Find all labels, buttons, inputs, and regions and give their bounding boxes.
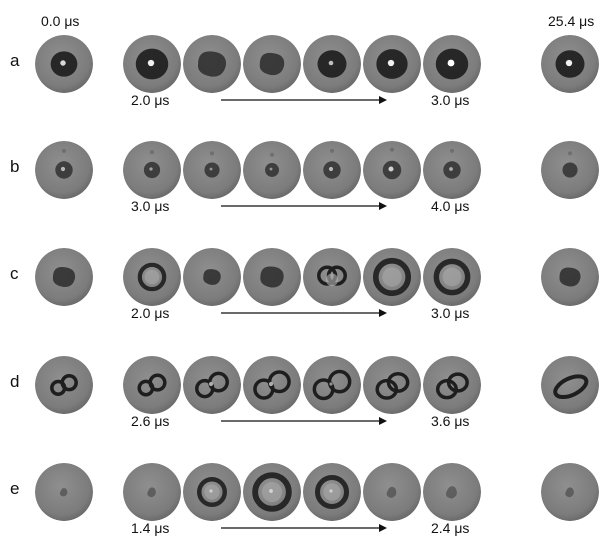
frame-e-7 <box>423 463 481 521</box>
row-label-e: e <box>10 479 20 498</box>
frame-b-2 <box>123 141 181 199</box>
frame-b-4 <box>243 141 301 199</box>
frame-d-3 <box>183 356 241 414</box>
time-end-d: 3.6 μs <box>431 413 470 429</box>
frame-c-3 <box>183 248 241 306</box>
time-arrow-a <box>221 96 387 104</box>
frame-b-5 <box>303 141 361 199</box>
frame-c-5 <box>303 248 361 306</box>
header-start-time: 0.0 μs <box>41 13 80 29</box>
frame-b-6 <box>363 141 421 199</box>
frame-a-2 <box>123 35 181 93</box>
time-start-c: 2.0 μs <box>131 305 170 321</box>
frame-e-8 <box>541 463 599 521</box>
frame-e-6 <box>363 463 421 521</box>
frame-d-7 <box>423 356 481 414</box>
frame-b-1 <box>35 141 93 199</box>
time-arrow-d <box>221 417 387 425</box>
frame-a-8 <box>541 35 599 93</box>
frame-a-3 <box>183 35 241 93</box>
frame-d-1 <box>35 356 93 414</box>
row-label-c: c <box>10 264 19 283</box>
frame-c-7 <box>423 248 481 306</box>
frame-d-8 <box>541 356 599 414</box>
frame-e-3 <box>183 463 241 521</box>
frame-e-2 <box>123 463 181 521</box>
time-arrow-c <box>221 309 387 317</box>
time-end-c: 3.0 μs <box>431 305 470 321</box>
time-end-e: 2.4 μs <box>431 520 470 536</box>
time-start-d: 2.6 μs <box>131 413 170 429</box>
frame-e-4 <box>243 463 301 521</box>
frame-e-1 <box>35 463 93 521</box>
frame-b-7 <box>423 141 481 199</box>
time-arrow-e <box>221 524 387 532</box>
row-label-a: a <box>10 51 20 70</box>
frame-c-4 <box>243 248 301 306</box>
time-start-e: 1.4 μs <box>131 520 170 536</box>
frame-a-7 <box>423 35 481 93</box>
frame-d-5 <box>303 356 361 414</box>
frame-e-5 <box>303 463 361 521</box>
time-start-a: 2.0 μs <box>131 92 170 108</box>
frame-c-8 <box>541 248 599 306</box>
time-end-a: 3.0 μs <box>431 92 470 108</box>
time-start-b: 3.0 μs <box>131 198 170 214</box>
frame-b-3 <box>183 141 241 199</box>
frame-a-6 <box>363 35 421 93</box>
frame-a-5 <box>303 35 361 93</box>
header-end-time: 25.4 μs <box>548 13 595 29</box>
frame-b-8 <box>541 141 599 199</box>
frame-c-6 <box>363 248 421 306</box>
frame-d-6 <box>363 356 421 414</box>
time-end-b: 4.0 μs <box>431 198 470 214</box>
row-label-d: d <box>10 372 20 391</box>
row-label-b: b <box>10 157 20 176</box>
frame-d-2 <box>123 356 181 414</box>
time-arrow-b <box>221 202 387 210</box>
frame-c-2 <box>123 248 181 306</box>
frame-a-1 <box>35 35 93 93</box>
frame-c-1 <box>35 248 93 306</box>
frame-d-4 <box>243 356 301 414</box>
frame-a-4 <box>243 35 301 93</box>
